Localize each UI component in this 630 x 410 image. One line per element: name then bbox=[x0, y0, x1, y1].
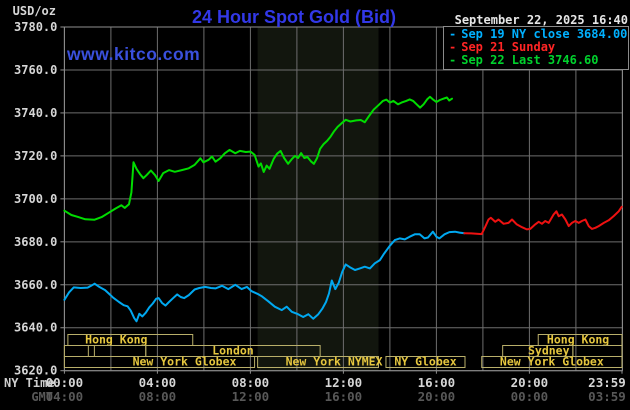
session-label: Hong Kong bbox=[547, 333, 609, 347]
y-tick-label: 3620.0 bbox=[14, 364, 57, 378]
y-tick-label: 3640.0 bbox=[14, 321, 57, 335]
y-tick-label: 3700.0 bbox=[14, 192, 57, 206]
page-title: 24 Hour Spot Gold (Bid) bbox=[192, 7, 396, 27]
x-tick-label-ny: 08:00 bbox=[232, 375, 270, 390]
legend-label: Sep 21 Sunday bbox=[461, 40, 556, 54]
legend-line-marker: - bbox=[449, 53, 457, 67]
kitco-watermark-link[interactable]: www.kitco.com bbox=[67, 44, 201, 64]
session-label: New York NYMEX bbox=[286, 355, 383, 369]
x-tick-label-gmt: 04:00 bbox=[46, 389, 84, 404]
x-tick-label-ny: 04:00 bbox=[139, 375, 177, 390]
series-line-sep-21-sunday bbox=[463, 205, 623, 236]
legend-line-marker: - bbox=[449, 40, 457, 54]
x-tick-label-ny: 12:00 bbox=[325, 375, 363, 390]
y-tick-label: 3760.0 bbox=[14, 63, 57, 77]
x-tick-label-gmt: 00:00 bbox=[511, 389, 549, 404]
x-tick-label-gmt: 08:00 bbox=[139, 389, 177, 404]
gmt-axis-label: GMT bbox=[31, 390, 53, 404]
x-tick-label-gmt: 03:59 bbox=[588, 389, 626, 404]
x-tick-label-gmt: 16:00 bbox=[325, 389, 363, 404]
y-tick-label: 3740.0 bbox=[14, 106, 57, 120]
x-tick-label-ny: 16:00 bbox=[418, 375, 456, 390]
y-axis-units-label: USD/oz bbox=[12, 4, 56, 18]
y-tick-label: 3680.0 bbox=[14, 235, 57, 249]
x-tick-label-gmt: 20:00 bbox=[418, 389, 456, 404]
legend-line-marker: - bbox=[449, 27, 457, 41]
plot-border bbox=[63, 26, 623, 372]
y-tick-label: 3780.0 bbox=[14, 20, 57, 34]
x-tick-label-gmt: 12:00 bbox=[232, 389, 270, 404]
series-line-sep-22-last bbox=[63, 95, 453, 221]
legend-label: Sep 22 Last 3746.60 bbox=[461, 53, 599, 67]
y-tick-label: 3660.0 bbox=[14, 278, 57, 292]
session-label: Hong Kong bbox=[85, 333, 147, 347]
x-tick-label-ny: 23:59 bbox=[588, 375, 626, 390]
session-box bbox=[481, 356, 623, 368]
session-box bbox=[63, 345, 89, 357]
x-tick-label-ny: 00:00 bbox=[46, 375, 84, 390]
legend-label: Sep 19 NY close 3684.00 bbox=[461, 27, 628, 41]
series-line-sep-19-ny-close bbox=[63, 230, 466, 323]
legend: - Sep 19 NY close 3684.00 - Sep 21 Sunday … bbox=[443, 26, 629, 70]
session-box bbox=[385, 356, 466, 368]
legend-item-sep21: - Sep 21 Sunday bbox=[444, 41, 628, 54]
session-box bbox=[63, 356, 256, 368]
session-label: New York Globex bbox=[500, 355, 604, 369]
legend-item-sep19: - Sep 19 NY close 3684.00 bbox=[444, 28, 628, 41]
session-label: New York Globex bbox=[133, 355, 237, 369]
session-box bbox=[257, 356, 380, 368]
chart-date-time: September 22, 2025 16:40 bbox=[454, 13, 628, 27]
session-label: London bbox=[212, 344, 254, 358]
x-tick-label-ny: 20:00 bbox=[511, 375, 549, 390]
session-label: Sydney bbox=[528, 344, 570, 358]
legend-item-sep22: - Sep 22 Last 3746.60 bbox=[444, 54, 628, 67]
ny-time-axis-label: NY Time bbox=[4, 376, 55, 390]
y-tick-label: 3720.0 bbox=[14, 149, 57, 163]
session-label: NY Globex bbox=[394, 355, 456, 369]
